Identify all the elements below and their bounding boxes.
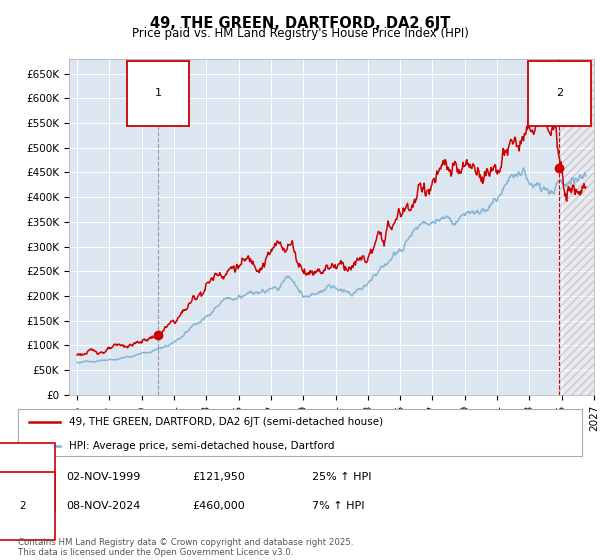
Text: Contains HM Land Registry data © Crown copyright and database right 2025.
This d: Contains HM Land Registry data © Crown c… — [18, 538, 353, 557]
Text: 08-NOV-2024: 08-NOV-2024 — [66, 501, 140, 511]
Text: 2: 2 — [19, 501, 26, 511]
Text: Price paid vs. HM Land Registry's House Price Index (HPI): Price paid vs. HM Land Registry's House … — [131, 27, 469, 40]
Text: 1: 1 — [19, 472, 26, 482]
Text: 7% ↑ HPI: 7% ↑ HPI — [312, 501, 365, 511]
Text: HPI: Average price, semi-detached house, Dartford: HPI: Average price, semi-detached house,… — [69, 441, 334, 451]
Text: 1: 1 — [154, 88, 161, 99]
Text: 49, THE GREEN, DARTFORD, DA2 6JT: 49, THE GREEN, DARTFORD, DA2 6JT — [150, 16, 450, 31]
Text: 02-NOV-1999: 02-NOV-1999 — [66, 472, 140, 482]
Text: 25% ↑ HPI: 25% ↑ HPI — [312, 472, 371, 482]
Text: 49, THE GREEN, DARTFORD, DA2 6JT (semi-detached house): 49, THE GREEN, DARTFORD, DA2 6JT (semi-d… — [69, 417, 383, 427]
Text: £460,000: £460,000 — [192, 501, 245, 511]
Text: 2: 2 — [556, 88, 563, 99]
Bar — [559, 49, 594, 395]
Bar — [559, 49, 594, 395]
Text: £121,950: £121,950 — [192, 472, 245, 482]
